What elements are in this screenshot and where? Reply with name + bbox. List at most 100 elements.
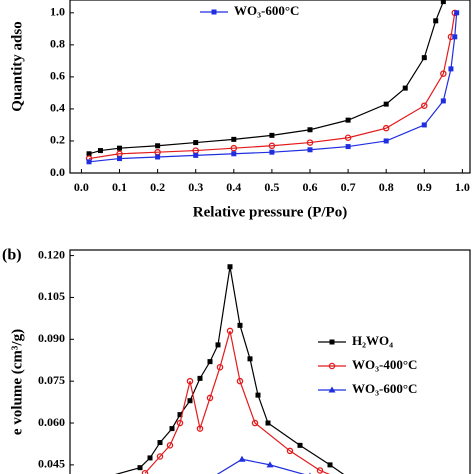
point bbox=[255, 392, 261, 398]
point bbox=[86, 151, 92, 157]
x-tick-label: 0.8 bbox=[379, 180, 394, 194]
point bbox=[196, 425, 204, 432]
point bbox=[177, 412, 183, 418]
point bbox=[197, 375, 203, 381]
legend-label: WO₃-400°C bbox=[352, 357, 417, 372]
point bbox=[344, 134, 352, 142]
point bbox=[193, 152, 199, 158]
y-tick-label: 0.8 bbox=[50, 37, 65, 51]
point bbox=[207, 359, 213, 365]
point bbox=[137, 465, 143, 471]
point bbox=[117, 156, 123, 162]
point bbox=[269, 149, 275, 155]
point bbox=[155, 154, 161, 160]
point bbox=[306, 139, 314, 146]
point bbox=[266, 461, 274, 468]
y-tick-label: 0.120 bbox=[38, 247, 65, 261]
point bbox=[307, 127, 313, 133]
legend-label: WO₃-600°C bbox=[234, 3, 299, 18]
series-line bbox=[88, 1, 444, 155]
legend-label: H₂WO₄ bbox=[352, 333, 393, 348]
point bbox=[155, 143, 161, 149]
point bbox=[247, 356, 253, 362]
point bbox=[269, 132, 275, 138]
x-tick-label: 0.3 bbox=[188, 180, 203, 194]
legend-marker bbox=[211, 9, 217, 15]
point bbox=[454, 10, 460, 16]
point bbox=[251, 419, 259, 427]
point bbox=[231, 136, 237, 142]
point bbox=[157, 440, 163, 446]
y-tick-label: 1.0 bbox=[50, 5, 65, 19]
point bbox=[238, 455, 246, 462]
y-axis-label: Quantity adso bbox=[9, 21, 25, 111]
y-tick-label: 0.060 bbox=[38, 415, 65, 429]
point bbox=[236, 377, 244, 385]
point bbox=[448, 66, 454, 72]
series bbox=[216, 455, 311, 474]
point bbox=[117, 145, 123, 151]
y-tick-label: 0.075 bbox=[38, 373, 65, 387]
y-tick-label: 0.0 bbox=[50, 165, 65, 179]
point bbox=[316, 467, 324, 474]
point bbox=[345, 144, 351, 150]
point bbox=[452, 34, 458, 40]
point bbox=[176, 419, 184, 427]
point bbox=[86, 159, 92, 165]
point bbox=[141, 470, 149, 474]
series-line bbox=[88, 12, 456, 160]
series bbox=[86, 10, 460, 165]
legend-label: WO₃-600°C bbox=[352, 381, 417, 396]
y-tick-label: 0.105 bbox=[38, 289, 65, 303]
y-tick-label: 0.2 bbox=[50, 133, 65, 147]
point bbox=[215, 342, 221, 348]
x-tick-label: 0.4 bbox=[226, 180, 241, 194]
point bbox=[440, 0, 446, 5]
point bbox=[169, 426, 175, 432]
plot-frame bbox=[69, 249, 471, 474]
x-tick-label: 0.1 bbox=[112, 180, 127, 194]
point bbox=[268, 142, 276, 150]
x-tick-label: 0.2 bbox=[150, 180, 165, 194]
point bbox=[166, 442, 174, 449]
point bbox=[433, 18, 439, 24]
point bbox=[307, 147, 313, 153]
y-tick-label: 0.4 bbox=[50, 101, 65, 115]
legend-marker bbox=[328, 386, 336, 393]
x-axis-label: Relative pressure (P/Po) bbox=[193, 204, 347, 220]
series bbox=[85, 9, 459, 162]
point bbox=[265, 420, 271, 426]
plot-frame bbox=[69, 0, 471, 174]
point bbox=[97, 148, 103, 154]
point bbox=[327, 462, 333, 468]
y-axis-label: e volume (cm³/g) bbox=[9, 329, 25, 435]
point bbox=[237, 322, 243, 328]
point bbox=[402, 85, 408, 91]
point bbox=[227, 264, 233, 270]
point bbox=[382, 124, 390, 132]
point bbox=[345, 117, 351, 123]
series-line bbox=[144, 330, 330, 474]
point bbox=[421, 102, 428, 109]
x-tick-label: 0.6 bbox=[303, 180, 318, 194]
series bbox=[86, 0, 446, 157]
point bbox=[206, 394, 214, 402]
point bbox=[440, 70, 447, 77]
point bbox=[383, 101, 389, 107]
point bbox=[230, 144, 238, 152]
point bbox=[193, 140, 199, 146]
point bbox=[156, 453, 164, 460]
point bbox=[297, 442, 303, 448]
point bbox=[216, 363, 224, 371]
y-tick-label: 0.045 bbox=[38, 457, 65, 471]
series bbox=[141, 327, 330, 474]
point bbox=[231, 151, 237, 157]
series-line bbox=[216, 458, 305, 474]
point bbox=[440, 98, 446, 104]
x-tick-label: 1.0 bbox=[455, 180, 470, 194]
legend-marker bbox=[328, 362, 336, 370]
point bbox=[186, 377, 194, 385]
point bbox=[421, 122, 427, 128]
x-tick-label: 0.0 bbox=[74, 180, 89, 194]
